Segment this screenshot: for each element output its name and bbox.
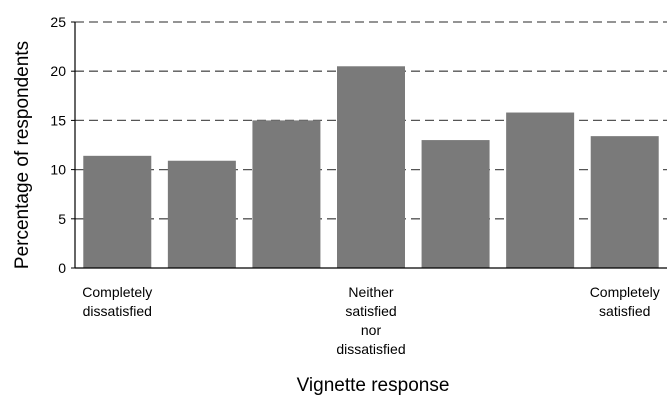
x-axis-title: Vignette response (297, 375, 450, 396)
x-category-labels: Completely dissatisfied Neither satisfied no… (82, 284, 659, 357)
category-label: Neither satisfied nor dissatisfied (336, 284, 405, 357)
y-axis-title: Percentage of respondents (12, 41, 33, 269)
y-tick-label: 20 (50, 63, 66, 79)
bar (506, 112, 575, 268)
bar (590, 136, 659, 268)
bar (337, 66, 405, 268)
y-tick-labels: 0 5 10 15 20 25 (50, 14, 75, 276)
category-label: Completely dissatisfied (82, 284, 152, 319)
bar (167, 160, 236, 268)
y-tick-label: 25 (50, 14, 66, 30)
bars (83, 66, 659, 269)
category-label: Completely satisfied (590, 284, 660, 319)
bar (252, 120, 321, 269)
axes (74, 22, 667, 269)
bar (83, 155, 152, 268)
bar (421, 140, 490, 268)
y-tick-label: 0 (58, 260, 66, 276)
y-tick-label: 10 (50, 162, 66, 178)
y-tick-label: 5 (58, 211, 66, 227)
y-tick-label: 15 (50, 112, 66, 128)
